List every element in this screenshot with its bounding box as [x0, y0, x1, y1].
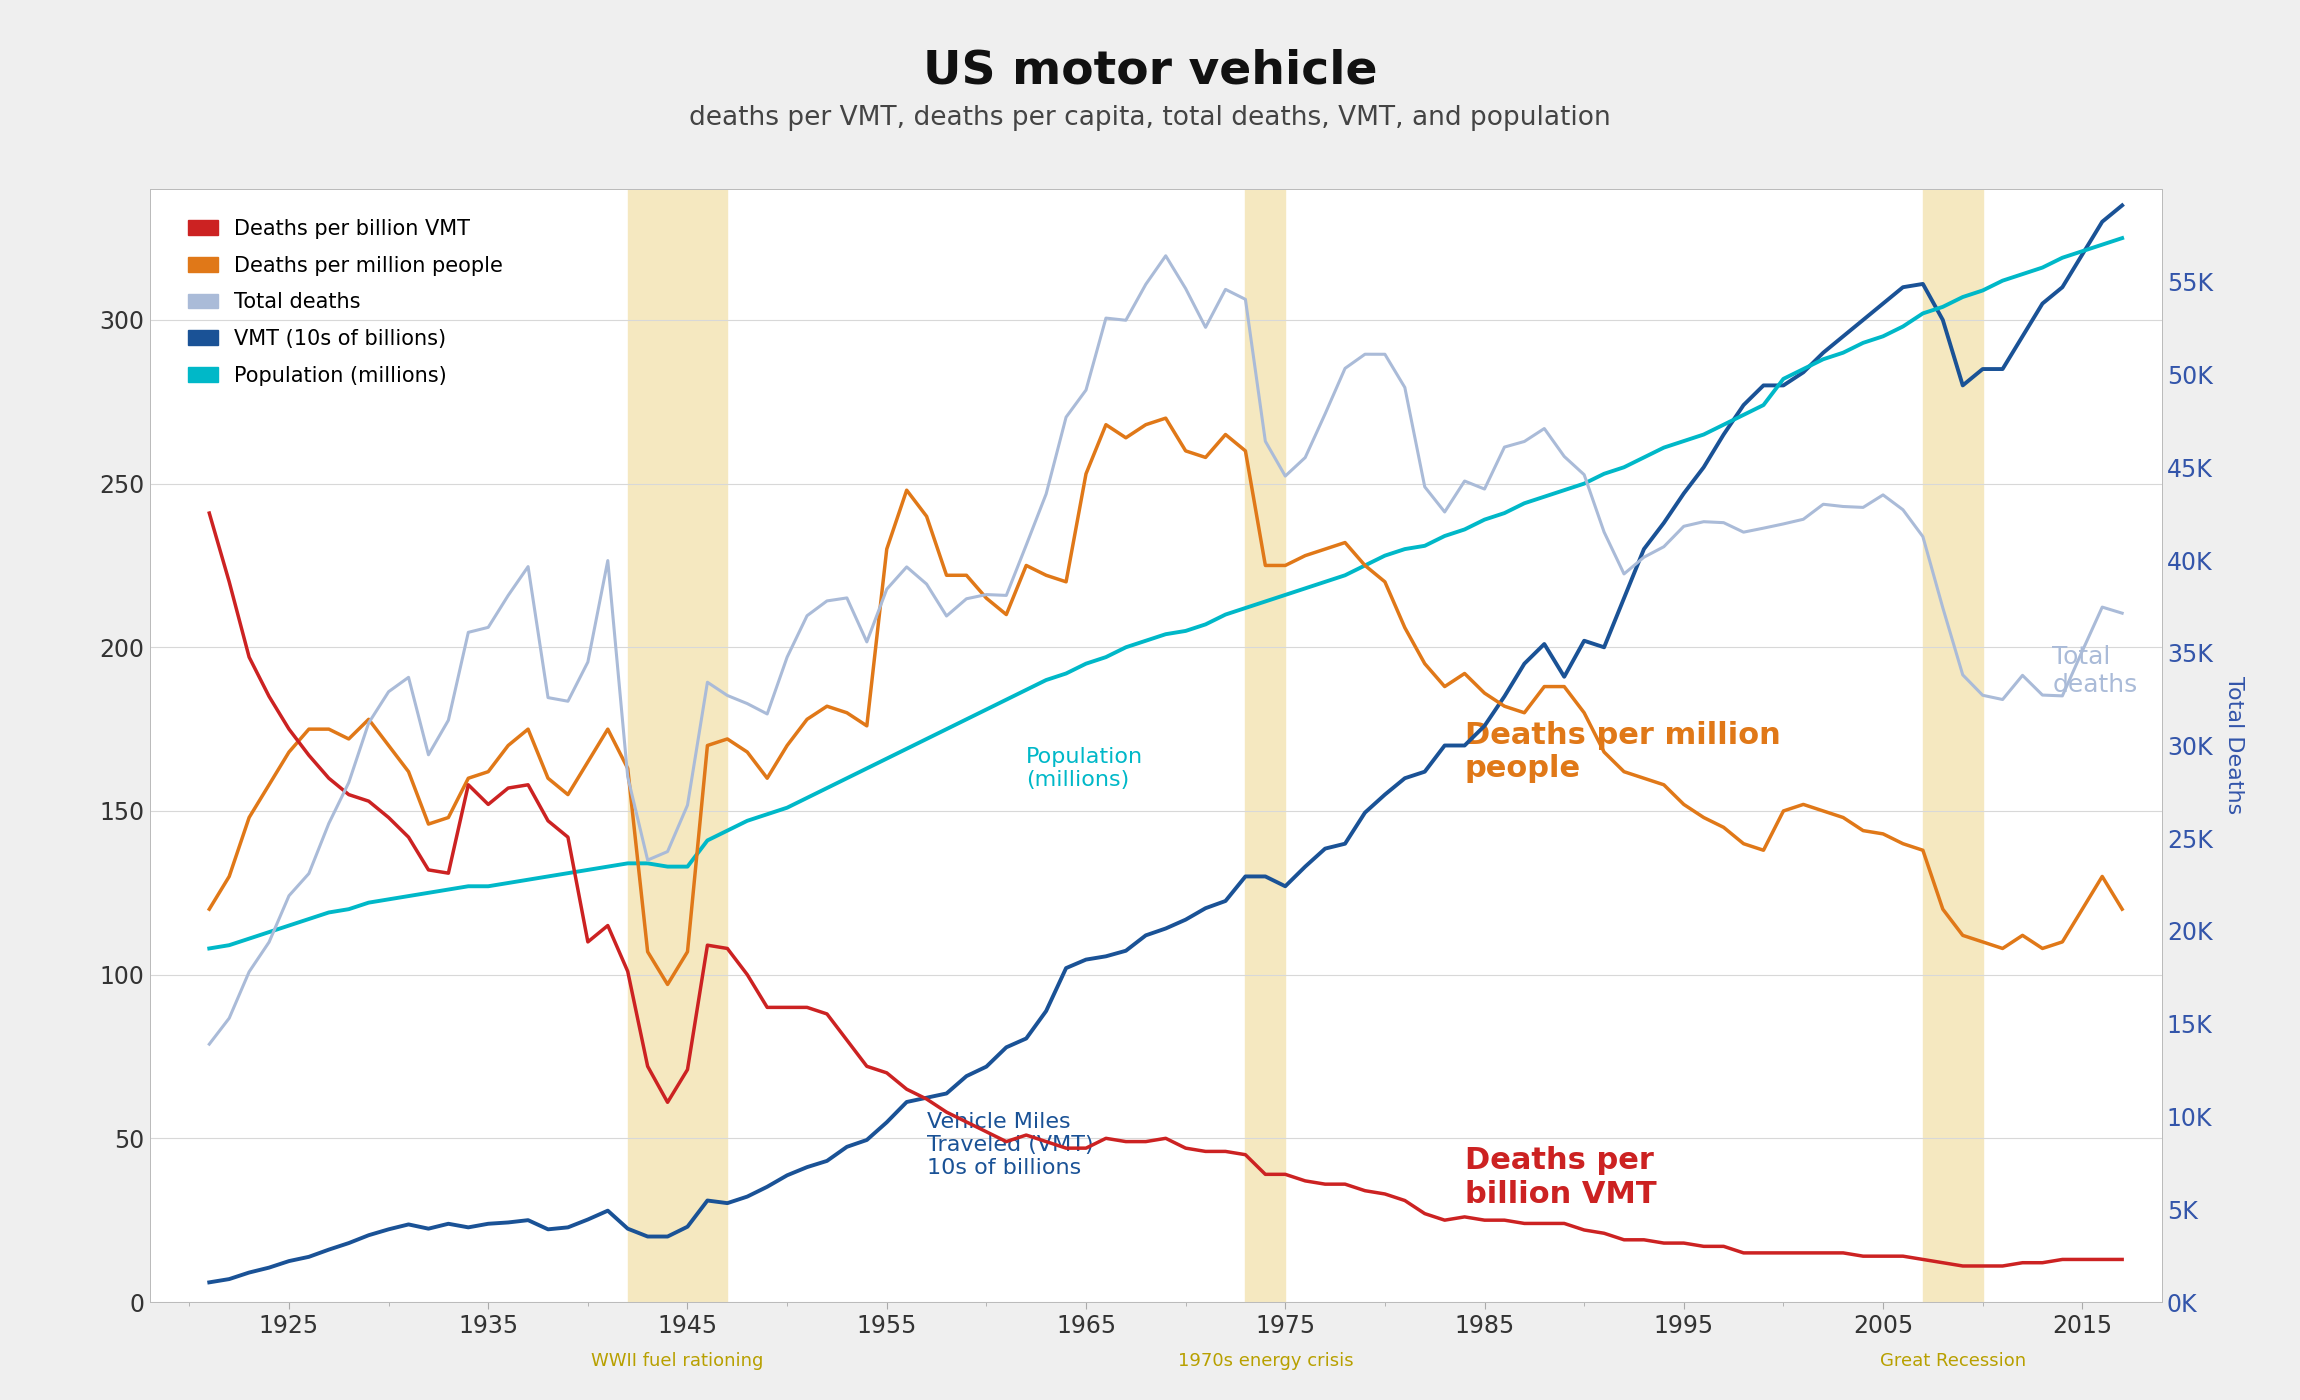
- Text: Deaths per million
people: Deaths per million people: [1465, 721, 1780, 784]
- Text: Population
(millions): Population (millions): [1026, 746, 1143, 790]
- Text: Vehicle Miles
Traveled (VMT)
10s of billions: Vehicle Miles Traveled (VMT) 10s of bill…: [927, 1112, 1092, 1177]
- Legend: Deaths per billion VMT, Deaths per million people, Total deaths, VMT (10s of bil: Deaths per billion VMT, Deaths per milli…: [179, 210, 511, 393]
- Text: Great Recession: Great Recession: [1879, 1352, 2026, 1371]
- Text: 1970s energy crisis: 1970s energy crisis: [1178, 1352, 1352, 1371]
- Text: WWII fuel rationing: WWII fuel rationing: [591, 1352, 764, 1371]
- Bar: [1244, 189, 1286, 1302]
- Text: Deaths per
billion VMT: Deaths per billion VMT: [1465, 1147, 1656, 1210]
- Text: Total
deaths: Total deaths: [2052, 645, 2137, 697]
- Bar: [628, 189, 727, 1302]
- Text: deaths per VMT, deaths per capita, total deaths, VMT, and population: deaths per VMT, deaths per capita, total…: [690, 105, 1610, 132]
- Y-axis label: Total Deaths: Total Deaths: [2224, 676, 2242, 815]
- Bar: [1923, 189, 1983, 1302]
- Text: US motor vehicle: US motor vehicle: [922, 49, 1378, 94]
